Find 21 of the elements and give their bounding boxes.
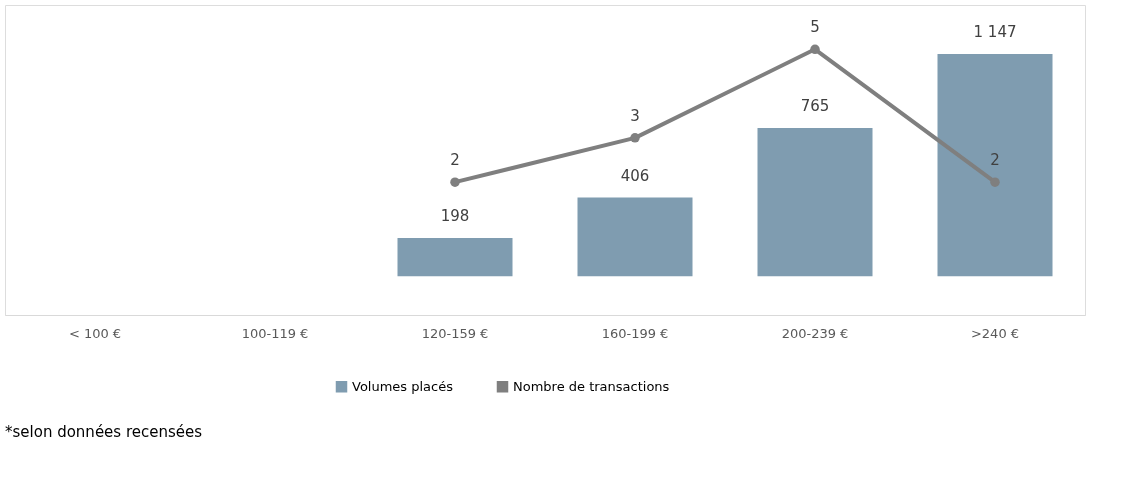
data-label: 765 [800, 97, 830, 116]
x-tick-label: 100-119 € [241, 325, 309, 341]
data-label: 3 [630, 106, 640, 125]
x-tick-label: < 100 € [68, 325, 122, 341]
bar [937, 54, 1053, 277]
text: *selon données recensées [5, 423, 203, 441]
bar [577, 197, 693, 277]
x-tick-label: 120-159 € [421, 325, 489, 341]
data-label: 2 [990, 151, 1000, 170]
data-label: 1 147 [973, 23, 1017, 42]
data-label: 2 [450, 151, 460, 170]
bar [397, 237, 513, 277]
data-label: 406 [620, 166, 650, 185]
legend-label: Volumes placés [352, 378, 454, 394]
legend-label: Nombre de transactions [513, 378, 670, 394]
data-label: 5 [810, 18, 820, 37]
x-tick-label: 160-199 € [601, 325, 669, 341]
x-tick-label: 200-239 € [781, 325, 849, 341]
data-label: 198 [440, 206, 470, 225]
x-tick-label: >240 € [970, 325, 1020, 341]
bar [757, 128, 873, 277]
